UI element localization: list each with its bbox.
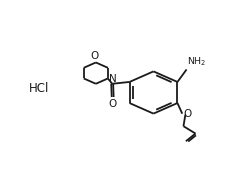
Text: O: O	[109, 99, 117, 109]
Text: N: N	[109, 74, 117, 84]
Text: HCl: HCl	[29, 82, 49, 95]
Text: O: O	[91, 51, 99, 61]
Text: NH$_2$: NH$_2$	[187, 56, 207, 68]
Text: O: O	[183, 109, 192, 119]
